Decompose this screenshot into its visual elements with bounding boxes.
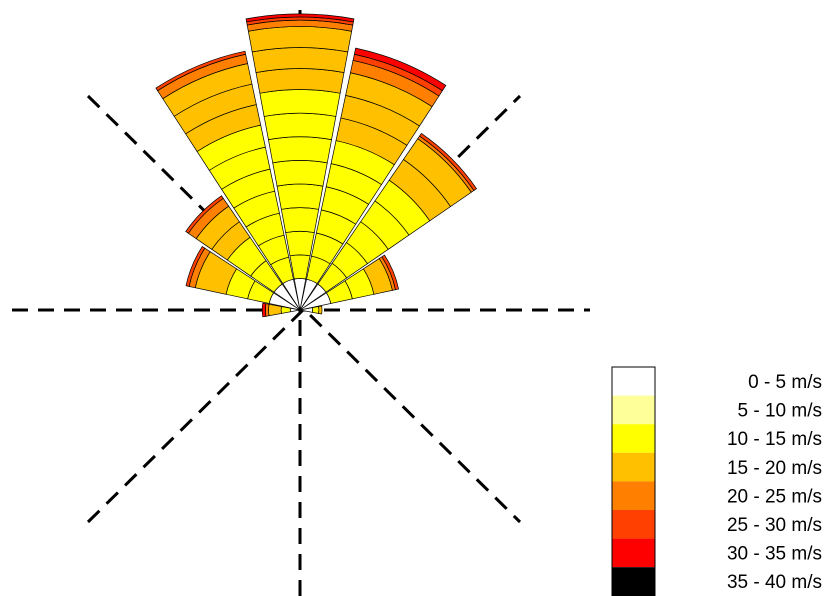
sector-n-bin-2 bbox=[272, 160, 328, 187]
legend-swatch-2 bbox=[612, 424, 655, 453]
sector-nw-bin-5 bbox=[185, 195, 224, 234]
sector-n-bin-2 bbox=[259, 89, 341, 117]
sector-nnw-bin-5 bbox=[155, 50, 247, 92]
sector-n-bin-2 bbox=[280, 207, 320, 233]
sector-n-bin-2 bbox=[263, 112, 337, 141]
legend-swatch-4 bbox=[612, 481, 655, 510]
sector-n bbox=[245, 13, 355, 311]
legend-label-3: 15 - 20 m/s bbox=[727, 458, 822, 479]
legend-swatch-3 bbox=[612, 452, 655, 482]
legend-label-4: 20 - 25 m/s bbox=[727, 486, 822, 507]
sector-nne bbox=[299, 47, 447, 311]
legend-swatch-5 bbox=[612, 510, 655, 539]
sector-e bbox=[299, 305, 323, 315]
sector-n-bin-2 bbox=[285, 230, 315, 257]
legend-label-5: 25 - 30 m/s bbox=[727, 515, 822, 536]
legend-label-1: 5 - 10 m/s bbox=[738, 401, 822, 422]
sector-e-bin-2 bbox=[311, 306, 320, 314]
legend-swatch-6 bbox=[612, 538, 655, 568]
sector-n-bin-6 bbox=[245, 13, 355, 23]
sector-ene-bin-5 bbox=[381, 254, 400, 291]
legend-label-7: 35 - 40 m/s bbox=[727, 572, 822, 593]
sector-n-bin-2 bbox=[268, 136, 332, 164]
sector-n-bin-3 bbox=[255, 68, 345, 94]
sector-ne-bin-5 bbox=[419, 132, 478, 191]
sector-nw bbox=[185, 195, 301, 311]
speed-legend: 0 - 5 m/s 5 - 10 m/s 10 - 15 m/s 15 - 20 m/… bbox=[611, 366, 822, 596]
sector-nnw bbox=[155, 50, 301, 311]
legend-label-2: 10 - 15 m/s bbox=[727, 429, 822, 450]
sector-e-bin-3 bbox=[318, 305, 323, 315]
sector-w bbox=[261, 302, 301, 318]
legend-swatch-7 bbox=[612, 567, 655, 596]
sector-ne bbox=[299, 132, 478, 311]
axis-line-3 bbox=[86, 94, 522, 524]
sector-ene bbox=[299, 254, 400, 311]
legend-label-6: 30 - 35 m/s bbox=[727, 544, 822, 565]
sector-n-bin-3 bbox=[251, 47, 349, 73]
legend-swatch-1 bbox=[612, 395, 655, 425]
sector-wnw-bin-5 bbox=[185, 246, 206, 287]
wind-sectors bbox=[155, 13, 478, 318]
sector-wnw bbox=[185, 246, 301, 311]
sector-w-bin-6 bbox=[261, 302, 267, 318]
sector-n-bin-2 bbox=[276, 183, 324, 210]
legend-label-0: 0 - 5 m/s bbox=[748, 372, 822, 393]
legend-swatch-0 bbox=[612, 367, 655, 396]
sector-nne-bin-6 bbox=[353, 47, 447, 92]
